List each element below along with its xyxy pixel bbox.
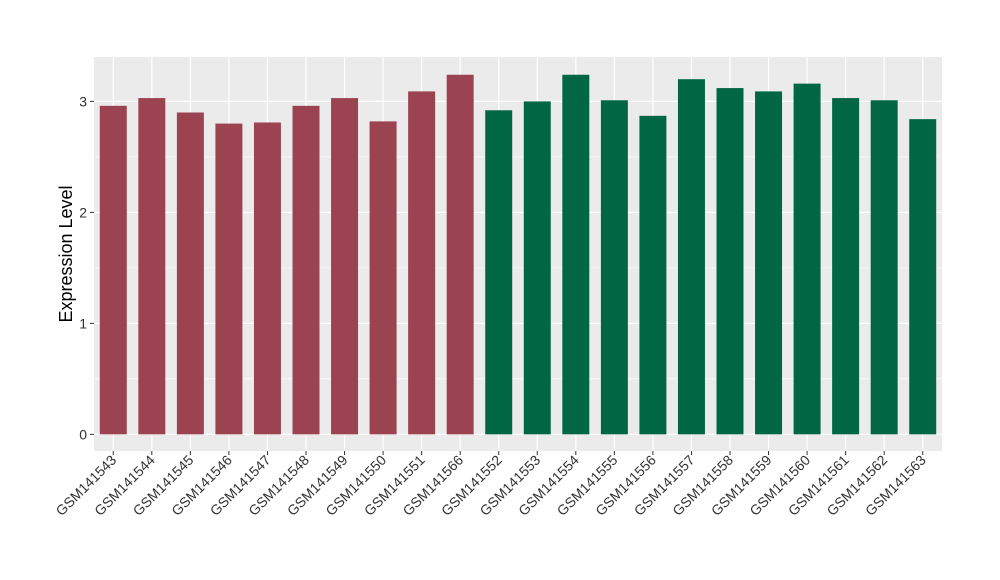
bar-GSM141560 <box>793 83 821 435</box>
y-tick-label: 0 <box>79 426 87 442</box>
bar-GSM141543 <box>99 105 127 435</box>
bars <box>99 74 937 435</box>
bar-GSM141548 <box>292 105 320 435</box>
y-axis-title: Expression Level <box>56 185 76 322</box>
bar-GSM141555 <box>600 100 628 435</box>
bar-GSM141545 <box>176 112 204 435</box>
bar-GSM141550 <box>369 121 397 435</box>
x-axis: GSM141543GSM141544GSM141545GSM141546GSM1… <box>52 451 929 519</box>
bar-GSM141559 <box>755 91 783 435</box>
bar-GSM141552 <box>485 110 513 435</box>
bar-GSM141556 <box>639 115 667 435</box>
bar-GSM141547 <box>253 122 281 435</box>
bar-GSM141566 <box>446 74 474 435</box>
bar-GSM141549 <box>331 98 359 435</box>
bar-GSM141551 <box>408 91 436 435</box>
bar-GSM141563 <box>909 119 937 435</box>
bar-GSM141562 <box>870 100 898 435</box>
y-tick-label: 2 <box>79 204 87 220</box>
bar-GSM141561 <box>832 98 860 435</box>
y-axis: 0 1 2 3 <box>79 93 94 442</box>
bar-GSM141544 <box>138 98 166 435</box>
bar-GSM141558 <box>716 88 744 435</box>
bar-GSM141557 <box>677 79 705 435</box>
y-tick-label: 3 <box>79 93 87 109</box>
bar-GSM141553 <box>523 101 551 435</box>
y-tick-label: 1 <box>79 315 87 331</box>
bar-GSM141554 <box>562 74 590 435</box>
bar-GSM141546 <box>215 123 243 435</box>
